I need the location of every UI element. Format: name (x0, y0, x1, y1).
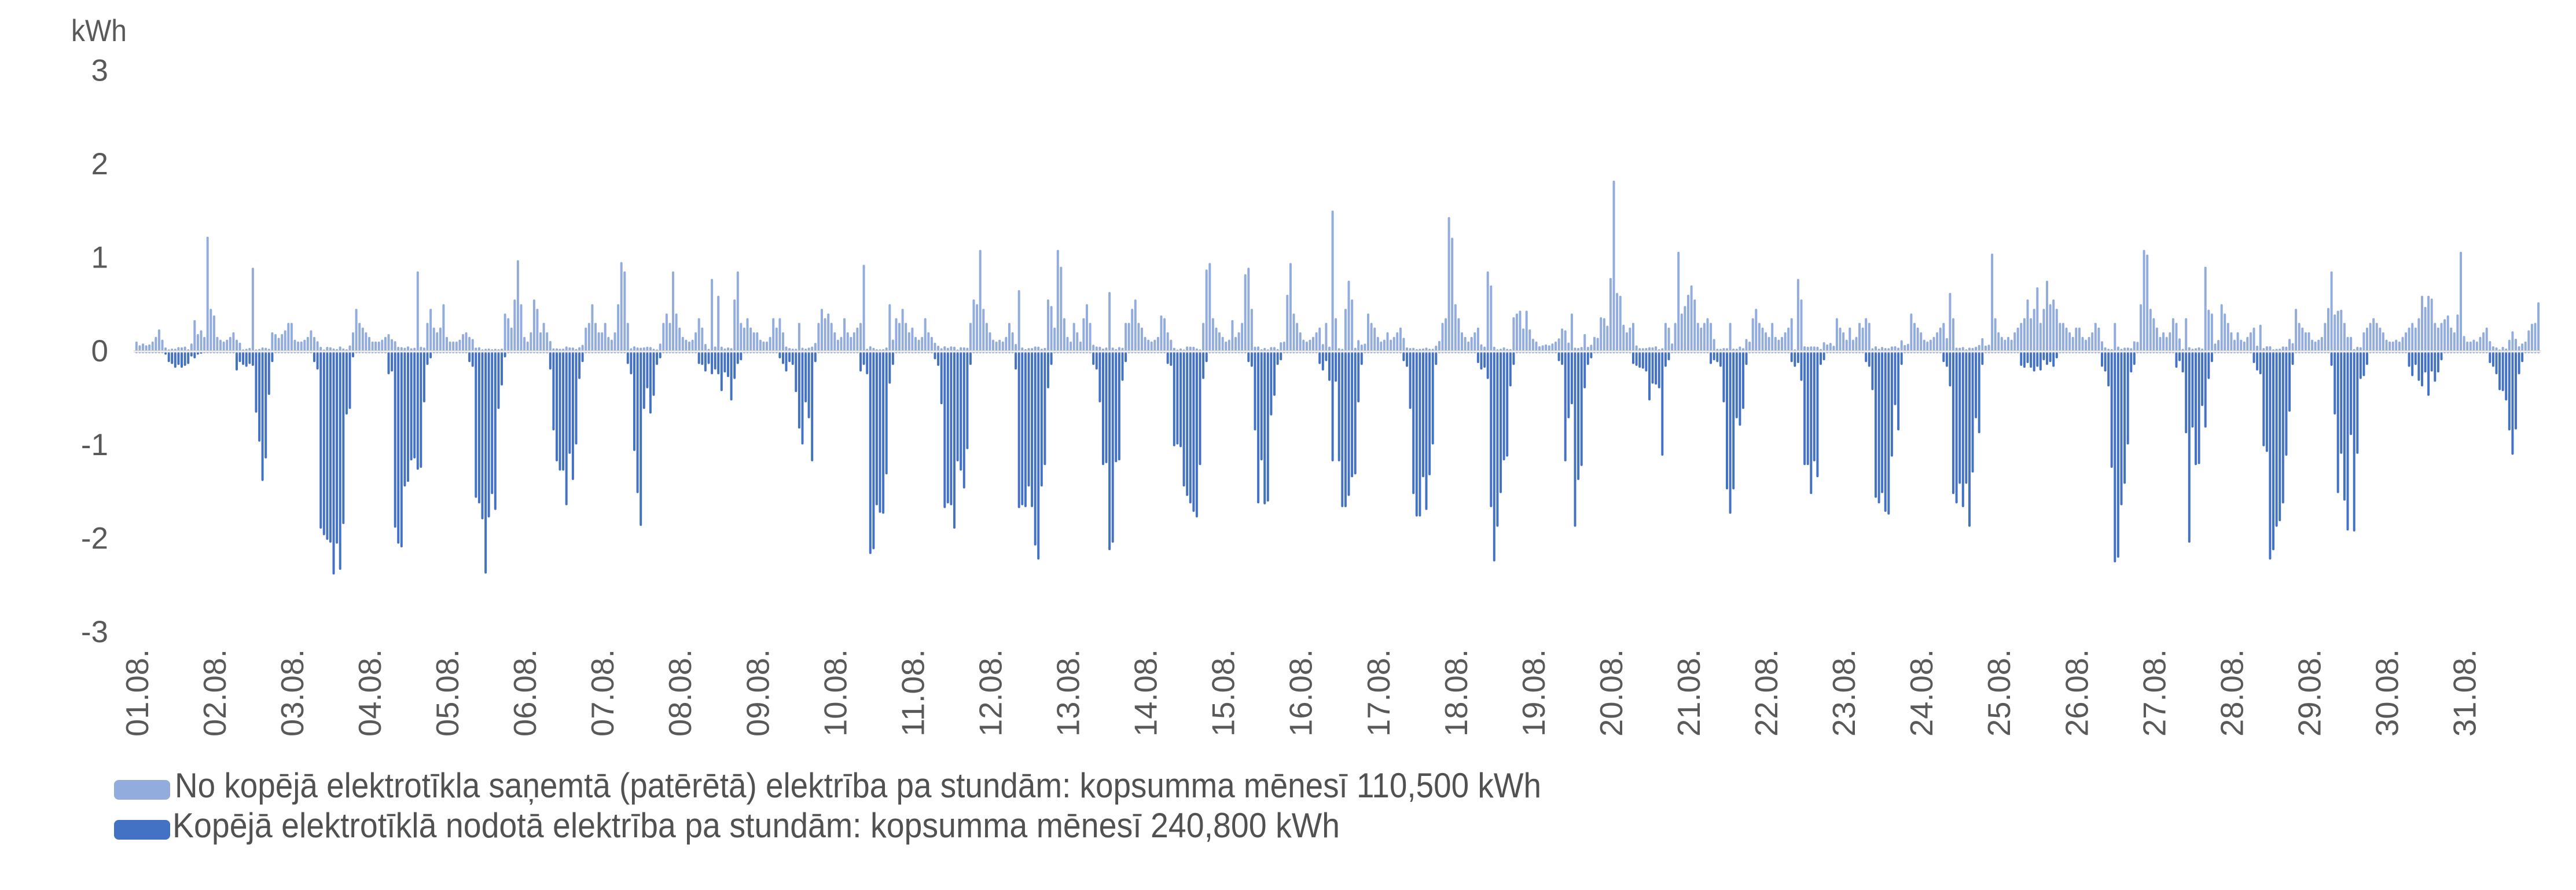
svg-text:05.08.: 05.08. (429, 649, 465, 737)
svg-text:-3: -3 (81, 615, 108, 649)
svg-text:03.08.: 03.08. (274, 649, 310, 737)
svg-text:19.08.: 19.08. (1516, 649, 1552, 737)
svg-text:11.08.: 11.08. (895, 649, 931, 737)
svg-text:13.08.: 13.08. (1050, 649, 1086, 737)
svg-text:2: 2 (91, 147, 108, 181)
svg-text:10.08.: 10.08. (817, 649, 853, 737)
svg-text:28.08.: 28.08. (2214, 649, 2250, 737)
svg-text:27.08.: 27.08. (2136, 649, 2172, 737)
svg-text:24.08.: 24.08. (1903, 649, 1939, 737)
svg-text:31.08.: 31.08. (2447, 649, 2483, 737)
svg-text:06.08.: 06.08. (507, 649, 543, 737)
svg-text:1: 1 (91, 241, 108, 275)
svg-text:29.08.: 29.08. (2292, 649, 2328, 737)
svg-text:20.08.: 20.08. (1593, 649, 1629, 737)
svg-text:07.08.: 07.08. (585, 649, 620, 737)
svg-text:04.08.: 04.08. (352, 649, 388, 737)
svg-text:30.08.: 30.08. (2369, 649, 2405, 737)
svg-text:-1: -1 (81, 428, 108, 462)
svg-text:-2: -2 (81, 521, 108, 555)
svg-text:15.08.: 15.08. (1206, 649, 1241, 737)
svg-text:14.08.: 14.08. (1128, 649, 1164, 737)
svg-text:0: 0 (91, 334, 108, 368)
svg-text:09.08.: 09.08. (740, 649, 776, 737)
svg-text:26.08.: 26.08. (2059, 649, 2094, 737)
svg-text:21.08.: 21.08. (1671, 649, 1707, 737)
svg-text:kWh: kWh (71, 14, 127, 48)
svg-text:23.08.: 23.08. (1826, 649, 1862, 737)
svg-text:17.08.: 17.08. (1361, 649, 1397, 737)
svg-text:08.08.: 08.08. (662, 649, 698, 737)
svg-text:3: 3 (91, 53, 108, 87)
svg-text:02.08.: 02.08. (197, 649, 233, 737)
svg-text:22.08.: 22.08. (1748, 649, 1784, 737)
svg-text:No kopējā elektrotīkla saņemtā: No kopējā elektrotīkla saņemtā (patērētā… (175, 766, 1541, 805)
svg-text:18.08.: 18.08. (1438, 649, 1474, 737)
svg-text:16.08.: 16.08. (1283, 649, 1319, 737)
svg-text:25.08.: 25.08. (1981, 649, 2017, 737)
svg-text:01.08.: 01.08. (119, 649, 155, 737)
svg-text:Kopējā elektrotīklā nodotā ele: Kopējā elektrotīklā nodotā elektrība pa … (172, 806, 1340, 845)
svg-text:12.08.: 12.08. (973, 649, 1009, 737)
